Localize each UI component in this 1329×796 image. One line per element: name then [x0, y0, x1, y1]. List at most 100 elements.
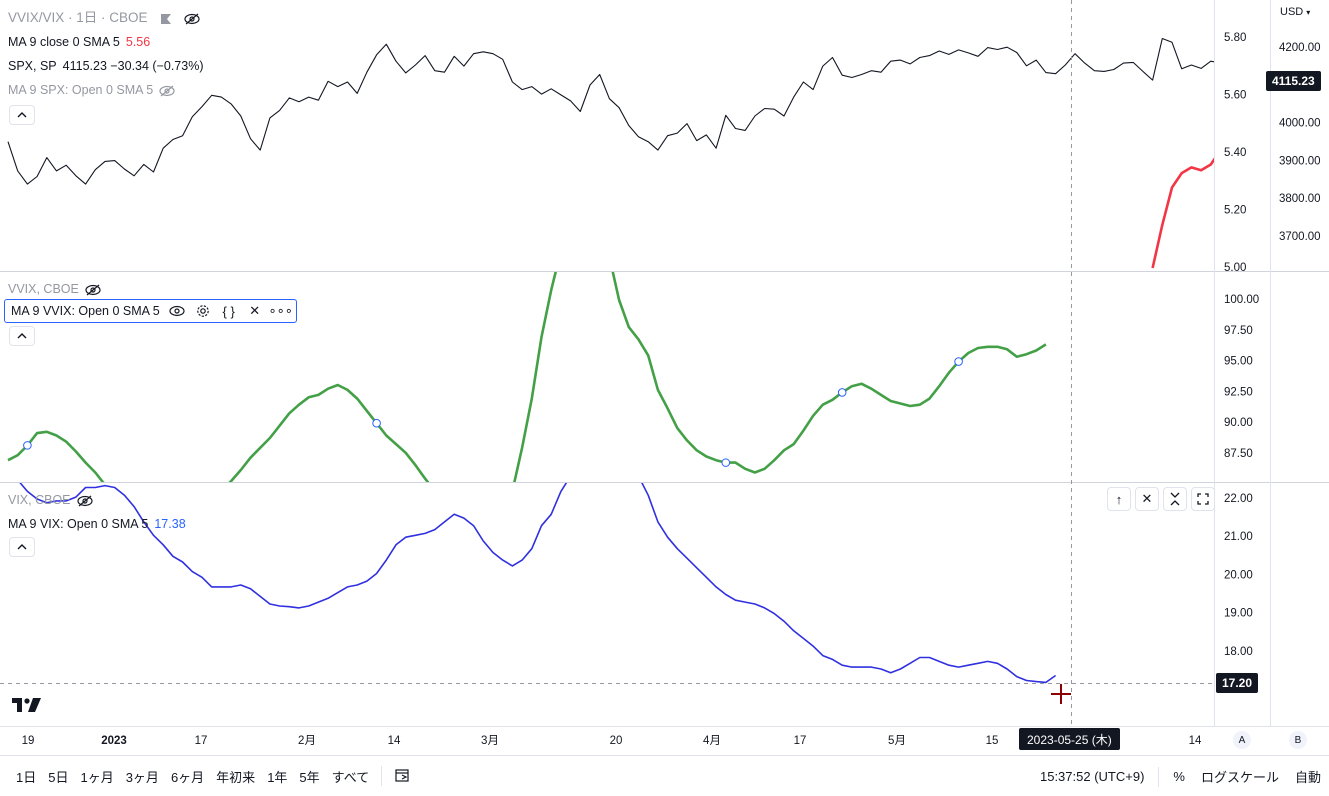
eye-hidden-icon[interactable] — [85, 283, 101, 296]
range-1d-button[interactable]: 1日 — [16, 769, 37, 785]
vvix-ma-line[interactable] — [7, 238, 1047, 552]
legend-main-title-row[interactable]: VVIX/VIX · 1日 · CBOE — [8, 6, 204, 30]
spx-values: 4115.23 −30.34 (−0.73%) — [62, 59, 204, 73]
pane-toolbar: ↑ ✕ — [1107, 487, 1215, 511]
vvix-tick-label: 95.00 — [1224, 356, 1253, 368]
go-to-date-button[interactable] — [388, 767, 418, 786]
legend-middle: VVIX, CBOE — [8, 277, 101, 301]
legend-vix-row[interactable]: VIX, CBOE — [8, 488, 186, 512]
time-tick-label: 14 — [1189, 735, 1202, 747]
vix-price-label: 17.20 — [1222, 676, 1253, 690]
legend-ma-main-row[interactable]: MA 9 close 0 SMA 5 5.56 — [8, 30, 204, 54]
flag-icon[interactable] — [160, 12, 172, 24]
selection-handle[interactable] — [837, 388, 847, 397]
legend-ma-spx-row[interactable]: MA 9 SPX: Open 0 SMA 5 — [8, 78, 204, 102]
legend-vvix-row[interactable]: VVIX, CBOE — [8, 277, 101, 301]
ratio-tick-label: 5.40 — [1224, 147, 1246, 159]
eye-icon[interactable] — [168, 303, 186, 319]
tradingview-logo-icon[interactable] — [12, 696, 44, 716]
crosshair-price-tag: 17.20 — [1216, 673, 1259, 693]
ma-main-value: 5.56 — [125, 35, 151, 49]
legend-spx-row[interactable]: SPX, SP 4115.23 −30.34 (−0.73%) — [8, 54, 204, 78]
source-code-icon[interactable]: { } — [222, 303, 235, 319]
maximize-pane-button[interactable] — [1191, 487, 1215, 511]
selection-handle[interactable] — [954, 357, 963, 366]
vix-tick-label: 21.00 — [1224, 531, 1253, 543]
selection-handle[interactable] — [372, 418, 381, 428]
ma-vix-value: 17.38 — [154, 517, 186, 531]
ma-spx-label: MA 9 SPX: Open 0 SMA 5 — [8, 83, 154, 97]
time-tick-label: 3月 — [481, 735, 499, 747]
range-all-button[interactable]: すべて — [331, 769, 370, 785]
legend-ma-vix-row[interactable]: MA 9 VIX: Open 0 SMA 5 17.38 — [8, 512, 186, 536]
time-tick-label: 2月 — [298, 735, 316, 747]
eye-hidden-icon[interactable] — [76, 494, 93, 507]
vix-ma-line[interactable] — [8, 442, 1057, 684]
selection-handle[interactable] — [23, 441, 32, 450]
chart-canvas[interactable]: 5.805.605.405.205.004200.004100.004000.0… — [0, 0, 1329, 755]
chart-area[interactable]: 5.805.605.405.205.004200.004100.004000.0… — [0, 0, 1329, 755]
eye-hidden-icon[interactable] — [159, 84, 175, 97]
log-scale-toggle[interactable]: ログスケール — [1200, 770, 1279, 785]
range-5d-button[interactable]: 5日 — [48, 769, 69, 785]
crosshair-time-tag: 2023-05-25 (木) — [1019, 728, 1120, 750]
scale-b-label: B — [1294, 734, 1302, 746]
selection-handle[interactable] — [721, 458, 731, 467]
spx-last-price: 4115.23 — [1272, 74, 1315, 88]
collapse-pane-button[interactable] — [1163, 487, 1187, 511]
legend-collapse-button[interactable] — [9, 537, 35, 557]
range-5y-button[interactable]: 5年 — [299, 769, 320, 785]
ratio-tick-label: 5.60 — [1224, 90, 1246, 102]
chevron-up-icon — [17, 112, 27, 118]
delete-pane-button[interactable]: ✕ — [1135, 487, 1159, 511]
time-tick-label: 17 — [794, 735, 807, 747]
vix-tick-label: 18.00 — [1224, 646, 1253, 658]
spx-line[interactable] — [7, 37, 1329, 185]
close-icon[interactable]: ✕ — [249, 303, 261, 318]
currency-label: USD — [1280, 6, 1304, 18]
spx-label: SPX, SP — [8, 59, 57, 73]
bottom-toolbar: 1日 5日 1ヶ月 3ヶ月 6ヶ月 年初来 1年 5年 すべて 15:37:52… — [0, 755, 1329, 796]
auto-scale-toggle[interactable]: 自動 — [1294, 770, 1321, 785]
toolbar-divider — [1158, 766, 1160, 787]
vix-tick-label: 22.00 — [1224, 493, 1253, 505]
time-tick-label: 19 — [22, 735, 35, 747]
scale-a-button[interactable]: A — [1233, 731, 1251, 749]
legend-collapse-button[interactable] — [9, 105, 35, 125]
chevron-up-icon — [17, 333, 27, 339]
vvix-title[interactable]: VVIX, CBOE — [8, 282, 79, 296]
chevron-up-icon — [17, 544, 27, 550]
ratio-ma-line[interactable] — [1151, 81, 1329, 269]
eye-hidden-icon[interactable] — [183, 12, 200, 25]
scale-b-button[interactable]: B — [1289, 731, 1307, 749]
collapse-icon — [1170, 492, 1180, 506]
gear-icon[interactable] — [194, 303, 212, 319]
more-icon[interactable]: ∘∘∘ — [268, 303, 293, 318]
chevron-down-icon: ▾ — [1306, 8, 1311, 17]
main-symbol-title[interactable]: VVIX/VIX · 1日 · CBOE — [8, 10, 148, 25]
close-icon: ✕ — [1141, 491, 1153, 506]
crosshair-time-label: 2023-05-25 (木) — [1027, 732, 1112, 747]
ma-vix-label: MA 9 VIX: Open 0 SMA 5 — [8, 517, 149, 531]
currency-selector[interactable]: USD ▾ — [1280, 6, 1310, 18]
clock-timezone[interactable]: 15:37:52 (UTC+9) — [1039, 769, 1145, 784]
scale-a-label: A — [1238, 734, 1246, 746]
percent-scale-toggle[interactable]: % — [1173, 769, 1185, 784]
spx-tick-label: 3700.00 — [1279, 231, 1321, 243]
legend-collapse-button[interactable] — [9, 326, 35, 346]
vvix-tick-label: 97.50 — [1224, 325, 1253, 337]
calendar-range-icon — [395, 768, 409, 782]
vix-tick-label: 19.00 — [1224, 608, 1253, 620]
ratio-tick-label: 5.00 — [1224, 262, 1246, 274]
spx-tick-label: 4000.00 — [1279, 118, 1321, 130]
study-legend-selected[interactable]: MA 9 VVIX: Open 0 SMA 5 { } ✕ ∘∘∘ — [4, 299, 297, 323]
move-pane-up-button[interactable]: ↑ — [1107, 487, 1131, 511]
range-3m-button[interactable]: 3ヶ月 — [125, 769, 159, 785]
vvix-tick-label: 87.50 — [1224, 448, 1253, 460]
date-range-list: 1日 5日 1ヶ月 3ヶ月 6ヶ月 年初来 1年 5年 すべて — [0, 766, 418, 786]
range-ytd-button[interactable]: 年初来 — [216, 769, 256, 785]
range-1y-button[interactable]: 1年 — [267, 769, 288, 785]
vix-title[interactable]: VIX, CBOE — [8, 493, 71, 507]
range-1m-button[interactable]: 1ヶ月 — [80, 769, 114, 785]
range-6m-button[interactable]: 6ヶ月 — [170, 769, 205, 785]
